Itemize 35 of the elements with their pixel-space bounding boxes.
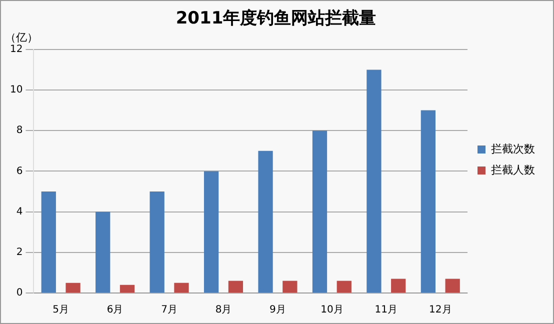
bar (366, 70, 382, 292)
x-tick-label: 8月 (215, 304, 232, 316)
bar (66, 282, 80, 292)
y-tick-label: 10 (10, 84, 23, 96)
y-tick-label: 6 (16, 166, 23, 177)
x-tick-label: 6月 (106, 304, 124, 316)
bar (258, 150, 273, 292)
y-tick-label: 2 (16, 246, 23, 258)
x-tick-label: 7月 (161, 304, 178, 316)
y-axis-title: （亿） (5, 30, 38, 44)
legend-label: 拦截次数 (491, 142, 535, 156)
bar (336, 280, 352, 292)
bar (174, 282, 189, 292)
bar (391, 278, 406, 292)
y-tick-label: 12 (10, 44, 23, 55)
x-tick-label: 5月 (52, 304, 70, 316)
bar (312, 130, 328, 292)
bar (41, 192, 56, 292)
x-tick-label: 10月 (320, 304, 344, 316)
y-tick-label: 4 (16, 206, 23, 218)
x-tick-label: 9月 (270, 304, 286, 316)
y-tick-label: 0 (16, 288, 23, 299)
bar (445, 278, 460, 292)
y-tick-label: 8 (16, 125, 23, 136)
bar (120, 284, 135, 292)
bar (228, 280, 244, 292)
bar (282, 280, 298, 292)
chart-title: 2011年度钓鱼网站拦截量 (176, 8, 376, 29)
legend-label: 拦截人数 (491, 163, 535, 176)
bar (204, 171, 219, 292)
x-tick-label: 11月 (374, 304, 398, 316)
bar (96, 212, 110, 292)
bar (420, 110, 436, 292)
x-tick-label: 12月 (429, 304, 452, 316)
bar (150, 192, 164, 292)
